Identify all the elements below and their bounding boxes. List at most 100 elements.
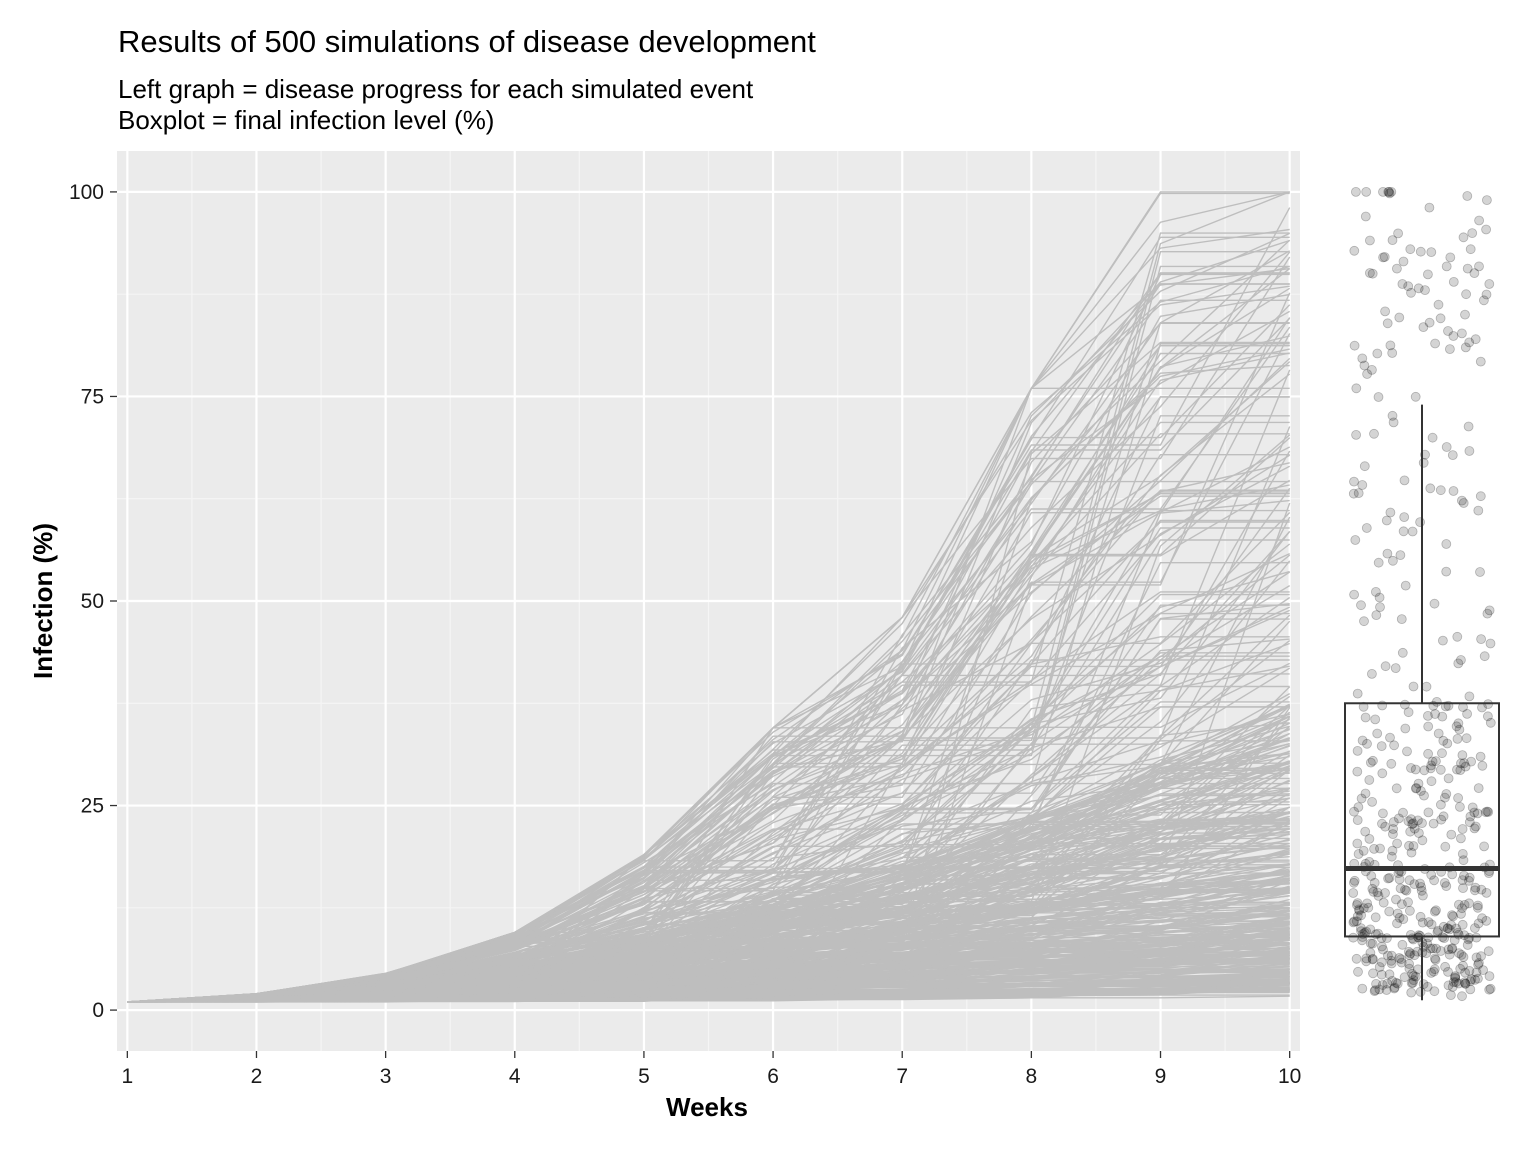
boxplot-point <box>1423 917 1434 927</box>
boxplot-point <box>1470 923 1480 933</box>
boxplot-point <box>1397 939 1408 950</box>
boxplot-point <box>1470 882 1481 893</box>
boxplot-point <box>1456 833 1466 844</box>
boxplot-point <box>1408 971 1419 981</box>
boxplot-outlier-point <box>1448 276 1459 287</box>
boxplot-point <box>1440 841 1451 852</box>
simulation-line <box>127 914 1290 1003</box>
boxplot-point <box>1428 943 1438 954</box>
boxplot-point <box>1453 793 1463 803</box>
boxplot-point <box>1452 734 1463 744</box>
x-tick-label: 5 <box>638 1065 650 1088</box>
boxplot-point <box>1471 967 1482 978</box>
boxplot-point <box>1457 849 1468 859</box>
boxplot-point <box>1376 741 1387 751</box>
boxplot-point <box>1443 967 1453 977</box>
boxplot-point <box>1425 483 1436 494</box>
boxplot-point <box>1458 952 1469 962</box>
boxplot-point <box>1484 279 1495 289</box>
boxplot-point <box>1416 786 1426 796</box>
boxplot-point <box>1430 709 1440 719</box>
boxplot-point <box>1457 919 1468 930</box>
boxplot-point <box>1357 983 1368 994</box>
boxplot-point <box>1463 421 1474 432</box>
boxplot-point <box>1476 884 1487 895</box>
boxplot-point <box>1406 847 1417 858</box>
boxplot-point <box>1394 912 1405 923</box>
boxplot-point <box>1464 817 1475 828</box>
boxplot-point <box>1450 972 1460 983</box>
boxplot-point <box>1403 897 1413 908</box>
boxplot-point <box>1473 918 1484 929</box>
boxplot-point <box>1433 299 1444 310</box>
boxplot-point <box>1349 589 1359 600</box>
boxplot-point <box>1440 961 1450 972</box>
boxplot-point <box>1429 875 1439 886</box>
boxplot-point <box>1349 916 1360 927</box>
boxplot-outlier-point <box>1474 215 1484 226</box>
boxplot-point <box>1479 651 1490 662</box>
boxplot-point <box>1417 818 1427 828</box>
boxplot-point <box>1482 806 1493 817</box>
boxplot-point <box>1430 338 1440 349</box>
boxplot-point <box>1354 905 1365 916</box>
boxplot-point <box>1365 268 1375 278</box>
boxplot-point <box>1462 940 1473 950</box>
boxplot-outlier-point <box>1482 195 1492 206</box>
boxplot-point <box>1415 878 1425 889</box>
boxplot-point <box>1442 738 1453 749</box>
boxplot-point <box>1404 875 1415 886</box>
boxplot-point <box>1385 507 1396 518</box>
boxplot-point <box>1443 980 1454 991</box>
boxplot-point <box>1473 783 1484 793</box>
boxplot-point <box>1462 709 1472 719</box>
boxplot-point <box>1441 566 1452 577</box>
boxplot-outlier-point <box>1443 326 1453 336</box>
boxplot-point <box>1457 750 1468 760</box>
boxplot-point <box>1405 948 1416 959</box>
boxplot-point <box>1377 941 1387 952</box>
boxplot-point <box>1351 953 1362 964</box>
boxplot-point <box>1384 186 1394 197</box>
boxplot-point <box>1442 923 1453 934</box>
boxplot-point <box>1448 331 1459 341</box>
boxplot-point <box>1428 966 1439 977</box>
boxplot-point <box>1478 965 1488 975</box>
boxplot-point <box>1360 712 1371 723</box>
boxplot-point <box>1470 821 1481 832</box>
boxplot-point <box>1384 969 1395 980</box>
boxplot-point <box>1455 765 1466 775</box>
boxplot-point <box>1459 977 1470 988</box>
boxplot-point <box>1425 943 1436 954</box>
boxplot-point <box>1348 917 1359 928</box>
x-tick-label: 6 <box>767 1065 779 1088</box>
boxplot-point <box>1396 614 1407 624</box>
boxplot-point <box>1429 986 1440 997</box>
boxplot-point <box>1359 461 1370 472</box>
boxplot-point <box>1393 228 1403 239</box>
boxplot-point <box>1436 799 1446 810</box>
boxplot-outlier-point <box>1445 252 1456 263</box>
boxplot-point <box>1388 555 1398 566</box>
boxplot-point <box>1400 723 1411 734</box>
line-panel: 1 2 3 4 5 6 7 8 9 10 0 25 50 75 100 Weeks Infection (… <box>28 151 1301 1122</box>
boxplot-point <box>1455 963 1466 974</box>
simulation-line <box>127 797 1291 1003</box>
boxplot-point <box>1367 938 1378 949</box>
x-tick-label: 3 <box>380 1065 392 1088</box>
boxplot-point <box>1484 984 1495 995</box>
boxplot-point <box>1365 938 1376 949</box>
boxplot-point <box>1458 232 1469 243</box>
boxplot-point <box>1423 807 1434 818</box>
boxplot-point <box>1348 888 1359 898</box>
boxplot-point <box>1377 980 1388 990</box>
boxplot-point <box>1410 764 1421 775</box>
boxplot-point <box>1451 721 1462 732</box>
x-tick-label: 1 <box>121 1065 133 1088</box>
boxplot-point <box>1395 550 1406 560</box>
boxplot-point <box>1476 951 1486 962</box>
simulation-line <box>127 866 1290 1003</box>
boxplot-point <box>1386 950 1397 961</box>
boxplot-point <box>1430 954 1441 965</box>
boxplot-point <box>1464 872 1475 883</box>
